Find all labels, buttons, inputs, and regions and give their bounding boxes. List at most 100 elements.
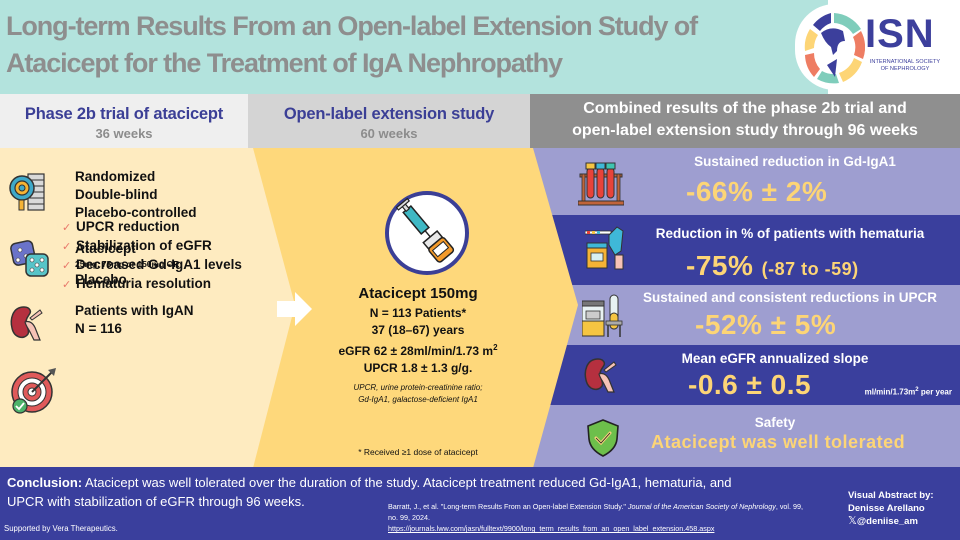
endpoint-text: Stabilization of eGFR	[76, 238, 212, 253]
footer: Conclusion: Atacicept was well tolerated…	[0, 467, 960, 540]
design-line: Double-blind	[75, 187, 158, 202]
x-logo-icon: 𝕏	[848, 515, 857, 527]
dose-footnote: * Received ≥1 dose of atacicept	[358, 447, 478, 457]
unit-sup: 2	[915, 387, 919, 393]
column-title: Open-label extension study	[283, 105, 495, 123]
design-line: Placebo-controlled	[75, 205, 197, 220]
check-icon: ✓	[62, 241, 72, 253]
design-line: Randomized	[75, 169, 156, 184]
result-value: -75% (-87 to -59)	[686, 250, 859, 282]
title-band: Long-term Results From an Open-label Ext…	[0, 0, 960, 94]
column-duration: 60 weeks	[360, 126, 418, 141]
syringe-vial-icon	[385, 191, 469, 275]
isn-logo-icon	[804, 13, 865, 84]
result-upcr: Sustained and consistent reductions in U…	[530, 285, 960, 345]
unit-suffix: per year	[918, 387, 952, 397]
logo-subtitle-line-2: OF NEPHROLOGY	[880, 66, 930, 72]
result-value: Atacicept was well tolerated	[651, 432, 906, 452]
conclusion-label: Conclusion:	[7, 475, 83, 490]
endpoints-list: ✓ UPCR reduction ✓ Stabilization of eGFR ✓…	[62, 218, 242, 294]
check-icon: ✓	[62, 279, 72, 291]
result-value-main: -75%	[686, 250, 754, 281]
social-handle[interactable]: @deniise_am	[856, 516, 918, 527]
result-value: -0.6 ± 0.5	[688, 369, 812, 400]
research-gear-icon	[9, 173, 45, 211]
logo-subtitle-line-1: INTERNATIONAL SOCIETY	[869, 59, 941, 65]
isn-logo: ISN INTERNATIONAL SOCIETY OF NEPHROLOGY	[795, 4, 960, 90]
credit-author: Denisse Arellano	[848, 503, 925, 514]
extension-title: Atacicept 150mg	[358, 285, 478, 302]
check-icon: ✓	[62, 222, 72, 234]
treatment-drug: Atacicept	[75, 241, 136, 256]
population-count: N = 116	[75, 321, 122, 336]
result-egfr: Mean eGFR annualized slope -0.6 ± 0.5 ml…	[530, 345, 960, 405]
logo-subtitle: INTERNATIONAL SOCIETY OF NEPHROLOGY	[865, 59, 945, 73]
endpoint-text: Decreased Gd-IgA1 levels	[76, 257, 242, 272]
author-credit: Visual Abstract by: Denisse Arellano 𝕏@d…	[848, 489, 934, 528]
extension-details: Atacicept 150mg N = 113 Patients* 37 (18…	[300, 283, 536, 377]
column-duration: 36 weeks	[95, 126, 153, 141]
result-value: -66% ± 2%	[686, 176, 828, 207]
result-unit: ml/min/1.73m2 per year	[865, 387, 952, 397]
endpoint-text: Hematuria resolution	[76, 276, 212, 291]
dice-icon	[10, 240, 49, 277]
urine-sample-icon	[582, 294, 623, 337]
credit-label: Visual Abstract by:	[848, 490, 934, 501]
extension-age: 37 (18–67) years	[371, 323, 465, 337]
column-title: Phase 2b trial of atacicept	[24, 105, 224, 123]
conclusion-text: Atacicept was well tolerated over the du…	[7, 475, 732, 509]
result-safety: Safety Atacicept was well tolerated	[530, 405, 960, 467]
result-value-range: (-87 to -59)	[761, 259, 859, 279]
target-icon	[11, 368, 56, 414]
extension-egfr: eGFR 62 ± 28ml/min/1.73 m2	[300, 339, 536, 360]
result-value: -52% ± 5%	[695, 309, 837, 340]
citation: Barratt, J., et al. "Long-term Results F…	[388, 501, 808, 534]
title-line-2: Atacicept for the Treatment of IgA Nephr…	[6, 48, 563, 78]
population-text: Patients with IgAN N = 116	[75, 302, 194, 338]
funding-note: Supported by Vera Therapeutics.	[4, 524, 118, 533]
shield-check-icon	[587, 419, 619, 457]
unit-text: ml/min/1.73m	[864, 387, 916, 397]
column-header-extension: Open-label extension study 60 weeks	[248, 94, 530, 148]
title-background	[0, 0, 828, 94]
treatment-text: Atacicept 25mg, 75mg or 150mg OR Placebo	[75, 240, 179, 289]
endpoint-item: ✓ Decreased Gd-IgA1 levels	[62, 256, 242, 275]
result-label: Sustained reduction in Gd-IgA1	[694, 154, 896, 169]
population-label: Patients with IgAN	[75, 303, 194, 318]
citation-journal: Journal of the American Society of Nephr…	[627, 502, 776, 511]
endpoint-item: ✓ UPCR reduction	[62, 218, 242, 237]
design-text: Randomized Double-blind Placebo-controll…	[75, 168, 197, 222]
kidney-icon	[10, 306, 43, 341]
abbreviations-note: UPCR, urine protein-creatinine ratio; Gd…	[300, 382, 536, 406]
citation-link[interactable]: https://journals.lww.com/jasn/fulltext/9…	[388, 524, 715, 533]
result-label: Mean eGFR annualized slope	[681, 351, 869, 366]
extension-egfr-sup: 2	[493, 343, 498, 352]
abbreviation-upcr: UPCR, urine protein-creatinine ratio;	[353, 383, 483, 392]
page-title: Long-term Results From an Open-label Ext…	[6, 8, 806, 82]
column-header-combined: Combined results of the phase 2b trial a…	[530, 94, 960, 148]
result-label: Reduction in % of patients with hematuri…	[655, 226, 925, 241]
test-tubes-icon	[578, 162, 624, 206]
abbreviation-gdiga1: Gd-IgA1, galactose-deficient IgA1	[358, 395, 478, 404]
column-header-phase2b: Phase 2b trial of atacicept 36 weeks	[0, 94, 248, 148]
logo-wordmark: ISN	[865, 12, 935, 56]
column-title-line-2: open-label extension study through 96 we…	[572, 122, 918, 139]
treatment-placebo: Placebo	[75, 272, 127, 287]
endpoint-item: ✓ Hematuria resolution	[62, 275, 242, 294]
column-title-line-1: Combined results of the phase 2b trial a…	[583, 100, 907, 117]
conclusion: Conclusion: Atacicept was well tolerated…	[7, 473, 767, 511]
title-line-1: Long-term Results From an Open-label Ext…	[6, 11, 698, 41]
check-icon: ✓	[62, 260, 72, 272]
result-gd-iga1: Sustained reduction in Gd-IgA1 -66% ± 2%	[530, 148, 960, 215]
kidney-icon	[584, 358, 617, 393]
result-label: Sustained and consistent reductions in U…	[642, 290, 938, 305]
treatment-dose: 25mg, 75mg or 150mg OR	[75, 259, 180, 269]
extension-n: N = 113 Patients*	[369, 306, 467, 320]
arrow-right-icon	[277, 292, 312, 326]
extension-upcr: UPCR 1.8 ± 1.3 g/g.	[363, 361, 473, 375]
extension-chevron	[250, 148, 578, 468]
extension-egfr-text: eGFR 62 ± 28ml/min/1.73 m	[338, 344, 494, 358]
result-label: Safety	[754, 415, 796, 430]
citation-authors-title: Barratt, J., et al. "Long-term Results F…	[388, 502, 628, 511]
endpoint-text: UPCR reduction	[76, 219, 180, 234]
